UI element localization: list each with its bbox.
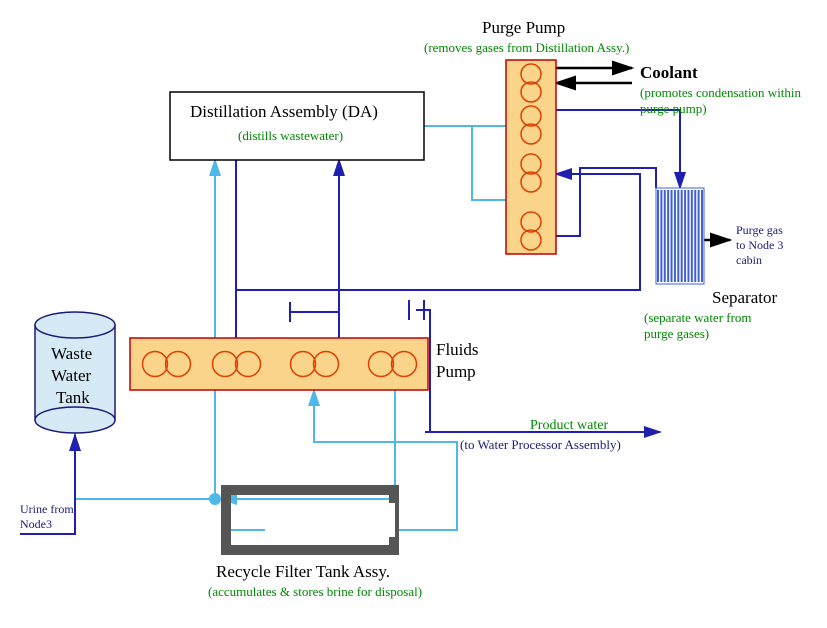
da-subtitle: (distills wastewater) — [238, 128, 343, 144]
fluids-pump-title-2: Pump — [436, 362, 476, 382]
rfta-subtitle: (accumulates & stores brine for disposal… — [208, 584, 422, 600]
fluids-pump-title-1: Fluids — [436, 340, 479, 360]
product-water-subtitle: (to Water Processor Assembly) — [460, 437, 621, 453]
separator-subtitle: (separate water from purge gases) — [644, 310, 784, 342]
product-water-title: Product water — [530, 418, 608, 434]
urine-label: Urine from Node3 — [20, 502, 74, 532]
purge-pump-title: Purge Pump — [482, 18, 565, 38]
coolant-subtitle: (promotes condensation within purge pump… — [640, 85, 805, 117]
waste-tank-line2: Water — [51, 366, 91, 386]
coolant-title: Coolant — [640, 63, 698, 83]
purge-pump-subtitle: (removes gases from Distillation Assy.) — [424, 40, 629, 56]
rfta-title: Recycle Filter Tank Assy. — [216, 562, 390, 582]
waste-tank-line3: Tank — [56, 388, 90, 408]
da-title: Distillation Assembly (DA) — [190, 102, 378, 122]
waste-tank-line1: Waste — [51, 344, 92, 364]
purge-gas-label: Purge gas to Node 3 cabin — [736, 223, 783, 268]
separator-title: Separator — [712, 288, 777, 308]
